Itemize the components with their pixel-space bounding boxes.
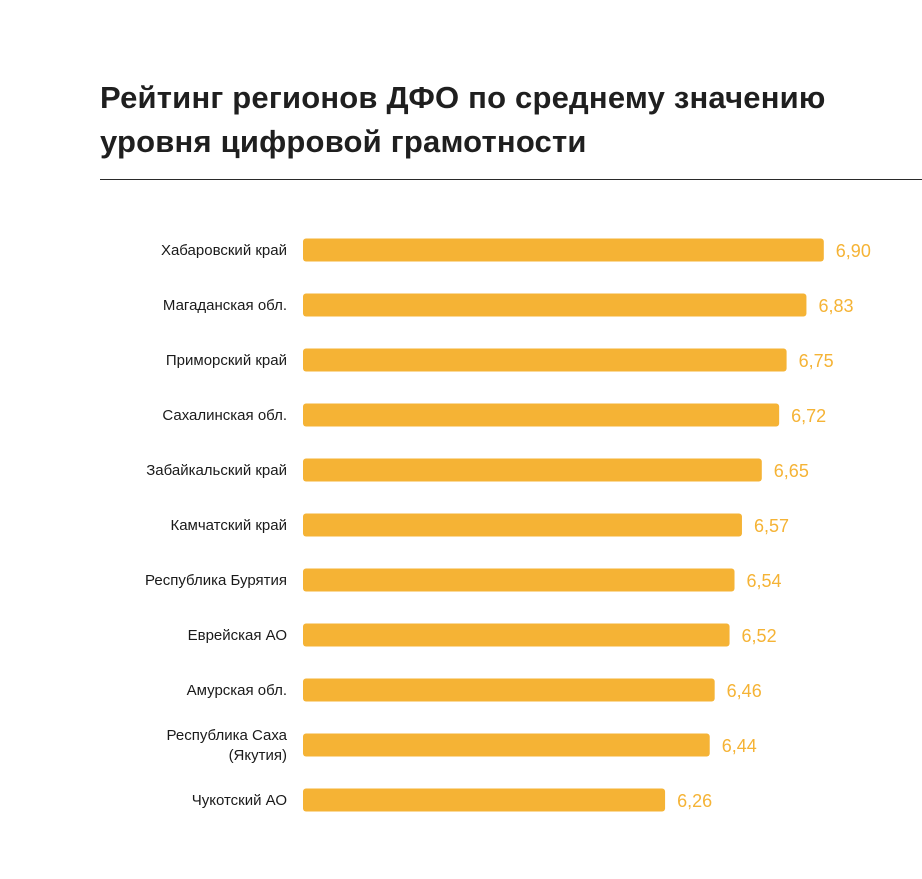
category-label: Еврейская АО [188,627,287,644]
bar [303,458,762,482]
category-label: Приморский край [166,352,287,369]
value-label: 6,83 [818,296,853,316]
bar [303,623,730,647]
value-label: 6,75 [799,351,834,371]
value-label: 6,54 [747,571,782,591]
value-label: 6,26 [677,791,712,811]
value-label: 6,72 [791,406,826,426]
category-label-line: Амурская обл. [187,682,287,699]
value-label: 6,65 [774,461,809,481]
bar [303,238,824,262]
category-label: Забайкальский край [146,462,287,479]
bar [303,678,715,702]
category-label-line: (Якутия) [229,747,287,764]
category-label: Магаданская обл. [163,297,287,314]
title-divider [100,179,922,180]
category-label-line: Сахалинская обл. [162,407,287,424]
value-label: 6,57 [754,516,789,536]
category-label-line: Хабаровский край [161,242,287,259]
category-label-line: Чукотский АО [192,792,287,809]
chart-title: Рейтинг регионов ДФО по среднему значени… [100,80,826,159]
category-label-line: Республика Саха [167,727,288,744]
category-label: Сахалинская обл. [162,407,287,424]
bar [303,348,787,372]
category-label: Хабаровский край [161,242,287,259]
category-label: Республика Саха (Якутия) [167,727,288,764]
category-label-line: Камчатский край [170,517,287,534]
category-label-line: Республика Бурятия [145,572,287,589]
bar [303,293,807,317]
category-label: Республика Бурятия [145,572,287,589]
category-label-line: Приморский край [166,352,287,369]
category-label: Камчатский край [170,517,287,534]
value-label: 6,52 [742,626,777,646]
bar [303,513,742,537]
value-label: 6,44 [722,736,757,756]
bar [303,568,735,592]
bar [303,733,710,757]
category-label: Амурская обл. [187,682,287,699]
value-label: 6,46 [727,681,762,701]
bar [303,788,666,812]
category-label-line: Забайкальский край [146,462,287,479]
category-label-line: Магаданская обл. [163,297,287,314]
bar [303,403,780,427]
category-label: Чукотский АО [192,792,287,809]
value-label: 6,90 [836,241,871,261]
category-label-line: Еврейская АО [188,627,287,644]
